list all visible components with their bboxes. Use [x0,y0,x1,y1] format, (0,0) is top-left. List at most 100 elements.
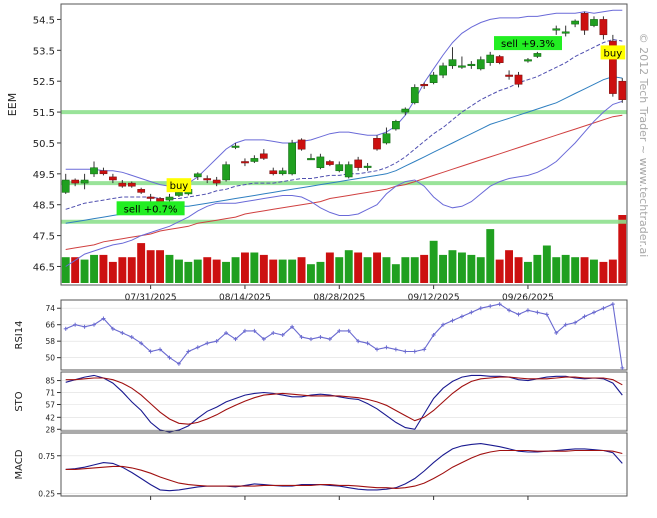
macd-panel-series-line [65,449,623,489]
candle-body [316,156,325,168]
candle-body [212,179,221,184]
volume-bar [146,250,155,283]
volume-bar [297,257,306,283]
volume-bar [542,245,551,283]
volume-bar [335,257,344,283]
y-axis-label: EEM [6,93,19,116]
candle-body [486,54,495,63]
volume-bar [99,254,108,283]
volume-bar [127,257,136,283]
volume-bar [382,257,391,283]
candle-body [80,179,89,184]
macd-panel: 0.25 0.75 MACD [14,432,628,499]
volume-bar [458,252,466,283]
candle-body [401,108,410,113]
candle-body [241,161,249,164]
candle-body [410,87,419,104]
volume-bar [203,257,212,283]
volume-bar [486,229,495,283]
signal-label-bg [494,36,562,51]
y-tick-label: 57 [45,400,55,409]
bollinger-lower-line [65,100,623,267]
y-tick-label: 0.25 [38,490,55,499]
volume-bar [269,259,278,283]
candle-body [90,167,98,175]
macd-panel-frame [60,432,628,497]
volume-bar [354,252,363,283]
macd-panel-label: MACD [14,449,25,479]
volume-bar [467,254,476,283]
signal-label-text: buy [170,181,189,192]
candle-body [571,20,579,25]
volume-bar [175,259,183,283]
y-tick-label: 48.5 [33,201,55,212]
candle-body [146,196,155,199]
y-tick-label: 50 [45,354,55,363]
volume-bar [80,259,89,283]
candle-body [514,74,523,85]
candle-body [382,133,391,144]
y-tick-label: 58 [45,337,55,346]
sto-panel-series-line [65,376,623,425]
signal-label-text: buy [604,48,623,59]
y-tick-label: 50.5 [33,139,55,150]
volume-bar [222,261,230,283]
candle-body [476,59,485,70]
candle-body [392,121,400,130]
y-tick-label: 51.5 [33,108,55,119]
volume-bar [250,252,259,283]
volume-bar [118,257,127,283]
volume-bar [561,254,570,283]
candle-body [250,158,259,162]
y-tick-label: 54.5 [33,15,55,26]
sto-panel-label: STO [14,391,25,411]
y-tick-label: 66 [45,321,55,330]
volume-bar [344,250,353,283]
signal-label-bg [600,45,626,60]
y-tick-label: 0.75 [38,452,55,461]
y-tick-label: 47.5 [33,232,55,243]
candle-body [156,198,164,202]
candle-body [71,179,80,184]
buy-signal-label: buy [166,178,192,193]
buy-signal-label: buy [600,45,626,60]
rsi-panel-frame [60,299,628,371]
candle-body [278,170,287,175]
x-tick-label: 09/26/2025 [502,293,554,303]
candle-body [420,84,429,87]
volume-bar [61,257,70,283]
volume-bar [618,215,627,283]
y-tick-label: 85 [45,377,55,386]
x-tick-label: 08/14/2025 [219,293,271,303]
y-tick-label: 49.5 [33,170,55,181]
candle-body [61,179,70,193]
candle-body [297,139,306,150]
volume-bar [108,261,117,283]
volume-bar [231,257,240,283]
sell-signal-label: sell +9.3% [494,36,562,50]
candle-body [335,164,344,172]
sto-panel-frame [60,371,628,432]
watermark-text: © 2012 Tech Trader ~ www.techtrader.ai [637,33,650,258]
x-tick-label: 09/12/2025 [408,293,460,303]
volume-bar [429,240,438,283]
volume-bar [514,257,523,283]
sell-signal-label: sell +0.7% [116,201,185,215]
y-tick-label: 46.5 [33,262,55,273]
volume-bar [401,257,410,283]
candle-body [439,65,447,76]
volume-bar [599,261,608,283]
candle-body [609,40,617,94]
rsi-panel-bg [61,300,627,370]
volume-bar [420,254,429,283]
candle-body [524,59,532,62]
candle-body [467,63,476,66]
volume-bar [590,259,598,283]
candle-body [618,80,627,100]
volume-bar [288,259,297,283]
volume-bar [278,259,287,283]
candle-body [269,170,278,175]
volume-bar [448,250,457,283]
y-tick-label: 52.5 [33,77,55,88]
